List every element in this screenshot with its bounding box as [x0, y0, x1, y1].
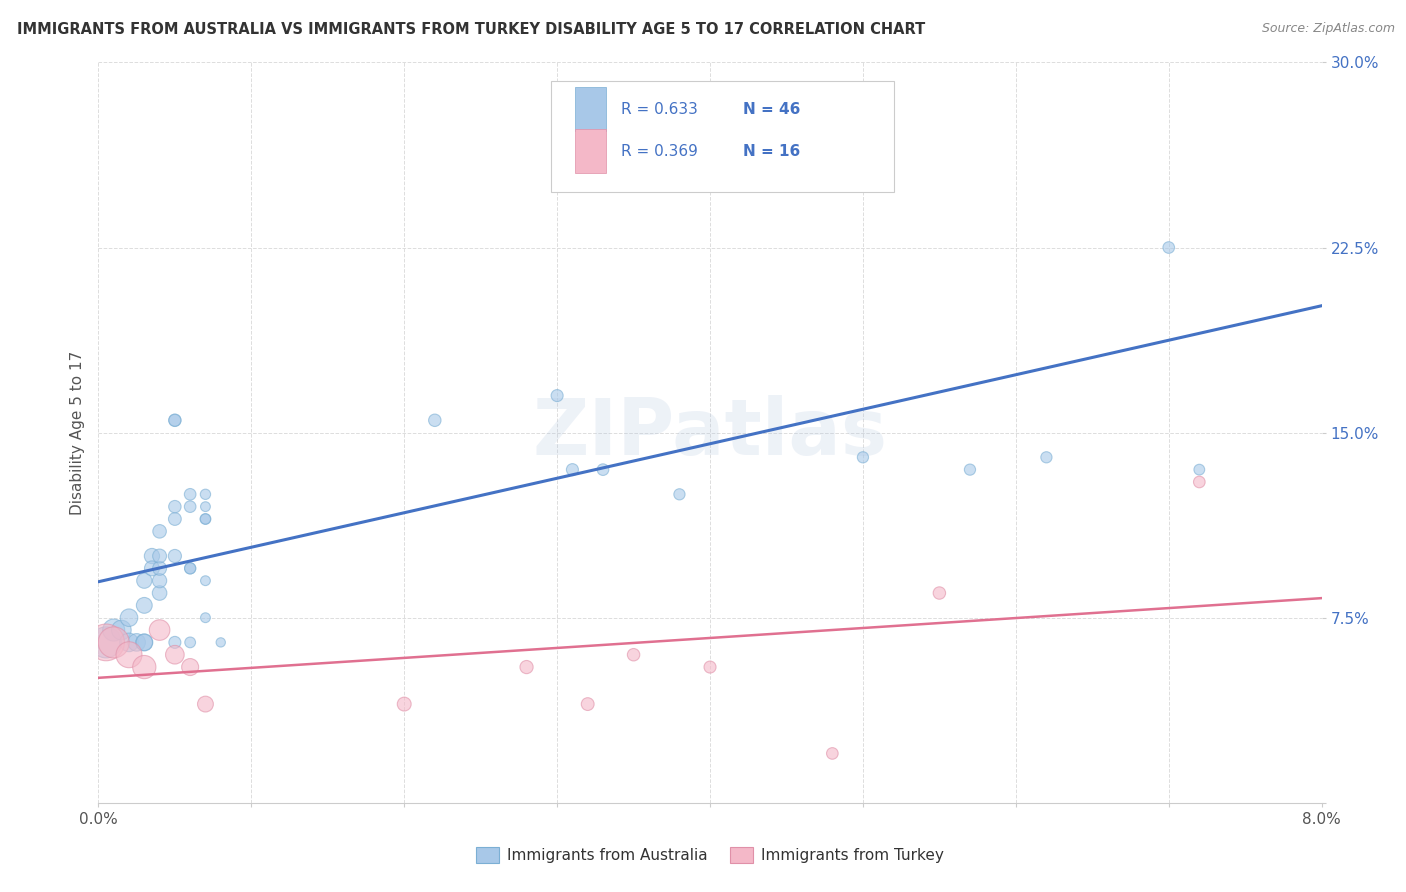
Point: [125, 635, 148, 649]
FancyBboxPatch shape: [575, 87, 606, 131]
Point: [163, 549, 186, 563]
Point: [163, 413, 186, 427]
Point: [852, 450, 875, 465]
Point: [209, 635, 232, 649]
FancyBboxPatch shape: [551, 81, 894, 192]
Point: [103, 635, 125, 649]
Text: N = 46: N = 46: [742, 102, 800, 117]
Point: [179, 561, 201, 575]
Point: [141, 549, 163, 563]
Point: [94, 635, 117, 649]
Point: [561, 462, 583, 476]
Point: [179, 561, 201, 575]
Point: [928, 586, 950, 600]
Point: [194, 610, 217, 624]
Point: [699, 660, 721, 674]
Point: [110, 623, 132, 637]
Point: [141, 561, 163, 575]
Point: [103, 623, 125, 637]
Point: [194, 697, 217, 711]
Point: [821, 747, 844, 761]
Point: [149, 574, 172, 588]
FancyBboxPatch shape: [575, 129, 606, 173]
Point: [194, 512, 217, 526]
Point: [959, 462, 981, 476]
Point: [516, 660, 538, 674]
Point: [194, 500, 217, 514]
Point: [118, 635, 141, 649]
Point: [1157, 240, 1180, 255]
Point: [163, 512, 186, 526]
Point: [194, 512, 217, 526]
Point: [392, 697, 416, 711]
Text: ZIPatlas: ZIPatlas: [533, 394, 887, 471]
Point: [194, 487, 217, 501]
Text: Source: ZipAtlas.com: Source: ZipAtlas.com: [1261, 22, 1395, 36]
Point: [1035, 450, 1057, 465]
Point: [149, 623, 172, 637]
Point: [668, 487, 690, 501]
Text: R = 0.633: R = 0.633: [620, 102, 697, 117]
Point: [118, 648, 141, 662]
Point: [179, 660, 201, 674]
Point: [1188, 462, 1211, 476]
Point: [134, 635, 156, 649]
Point: [134, 660, 156, 674]
Point: [118, 610, 141, 624]
Point: [179, 500, 201, 514]
Point: [775, 142, 797, 156]
Text: IMMIGRANTS FROM AUSTRALIA VS IMMIGRANTS FROM TURKEY DISABILITY AGE 5 TO 17 CORRE: IMMIGRANTS FROM AUSTRALIA VS IMMIGRANTS …: [17, 22, 925, 37]
Y-axis label: Disability Age 5 to 17: Disability Age 5 to 17: [69, 351, 84, 515]
Legend: Immigrants from Australia, Immigrants from Turkey: Immigrants from Australia, Immigrants fr…: [470, 841, 950, 869]
Point: [134, 599, 156, 613]
Point: [134, 635, 156, 649]
Point: [163, 413, 186, 427]
Point: [623, 648, 645, 662]
Point: [179, 487, 201, 501]
Point: [194, 574, 217, 588]
Text: N = 16: N = 16: [742, 144, 800, 159]
Point: [163, 500, 186, 514]
Point: [163, 648, 186, 662]
Point: [576, 697, 599, 711]
Point: [592, 462, 614, 476]
Point: [163, 635, 186, 649]
Text: R = 0.369: R = 0.369: [620, 144, 697, 159]
Point: [149, 561, 172, 575]
Point: [134, 574, 156, 588]
Point: [546, 388, 568, 402]
Point: [179, 635, 201, 649]
Point: [1188, 475, 1211, 489]
Point: [423, 413, 446, 427]
Point: [149, 524, 172, 539]
Point: [149, 549, 172, 563]
Point: [149, 586, 172, 600]
Point: [94, 635, 117, 649]
